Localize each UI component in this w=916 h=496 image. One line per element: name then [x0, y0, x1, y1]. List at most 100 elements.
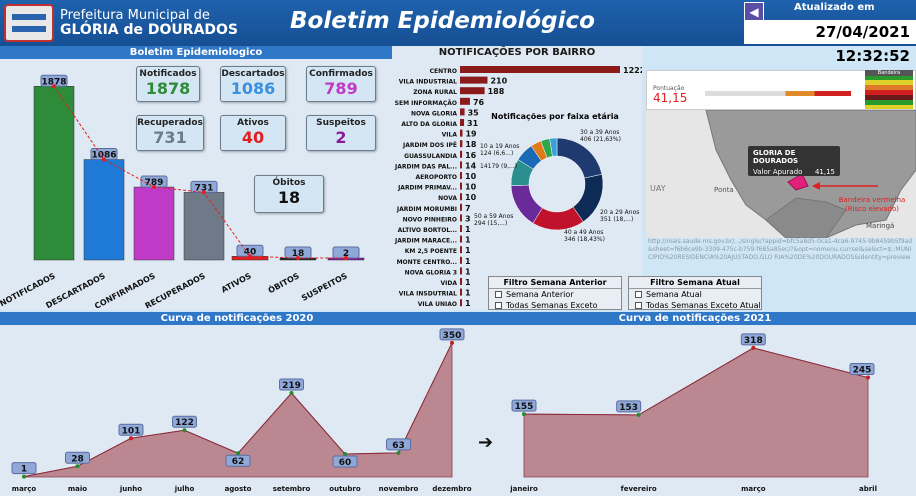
- bairro-label: NOVA GLORIA 3: [405, 269, 457, 276]
- card-notificados: Notificados 1878: [136, 66, 200, 102]
- filter-semana-atual: Filtro Semana Atual Semana Atual Todas S…: [628, 276, 762, 310]
- data-label-bg: [616, 400, 642, 413]
- area-fill: [523, 347, 869, 478]
- data-label-bg: [65, 451, 90, 464]
- filter-option[interactable]: Semana Atual: [629, 289, 761, 300]
- filter-semana-anterior: Filtro Semana Anterior Semana Anterior T…: [488, 276, 622, 321]
- trend-point: [202, 190, 206, 195]
- checkbox-icon[interactable]: [635, 291, 642, 298]
- donut-slice: [556, 137, 603, 179]
- bairro-label: KM 2,5 POENTE: [405, 248, 457, 255]
- month-label: agosto: [225, 485, 252, 493]
- bairro-label: VILA: [442, 132, 458, 139]
- month-label: fevereiro: [621, 485, 657, 493]
- bar: [33, 86, 75, 261]
- score-value: 41,15: [653, 91, 688, 105]
- curve-2020-chart: 1 março 28 maio 101 junho 122 julho 62 agosto 219 s…: [11, 328, 472, 493]
- refresh-icon[interactable]: ◀: [744, 2, 764, 22]
- donut-label: 20 a 29 Anos: [600, 209, 639, 216]
- data-label: 60: [339, 458, 352, 468]
- bairro-value: 31: [467, 119, 479, 128]
- checkbox-icon[interactable]: [635, 302, 642, 309]
- card-label: Descartados: [221, 69, 285, 79]
- donut-title: Notificações por faixa etária: [491, 112, 619, 121]
- data-label: 318: [744, 336, 763, 346]
- curve-2021-title: Curva de notificações 2021: [474, 312, 916, 325]
- data-label-bg: [172, 415, 197, 428]
- data-label-bg: [332, 455, 358, 468]
- card-label: Confirmados: [309, 69, 373, 79]
- bairro-value: 1: [465, 236, 471, 245]
- boletim-bar-chart: 1878NOTIFICADOS1086DESCARTADOS789CONFIRM…: [0, 74, 365, 310]
- city-logo: [4, 4, 54, 42]
- bairro-bar: [460, 119, 465, 126]
- bar: [183, 192, 225, 261]
- bairro-value: 76: [473, 98, 485, 107]
- filter-title: Filtro Semana Atual: [629, 277, 761, 289]
- bairro-value: 10: [465, 183, 477, 192]
- area-point: [343, 452, 347, 456]
- bairro-bar: [460, 214, 462, 222]
- bairro-value: 19: [465, 130, 477, 139]
- filter-option-label: Semana Anterior: [506, 290, 574, 299]
- curve-2020-title: Curva de notificações 2020: [0, 312, 474, 325]
- trend-point: [102, 157, 106, 162]
- bairro-label: VIDA: [441, 280, 458, 287]
- checkbox-icon[interactable]: [495, 302, 502, 309]
- data-label: 153: [619, 403, 638, 413]
- map-header-strip: Pontuação 41,15 Bandeira: [646, 70, 916, 110]
- data-label: 18: [292, 249, 305, 259]
- bairro-label: ALTIVO BORTOL...: [398, 227, 457, 234]
- risk-scale-bar: [705, 91, 851, 96]
- annotation-line2: (Risco elevado): [845, 205, 899, 213]
- bairro-value: 1: [465, 299, 471, 308]
- bairro-value: 16: [465, 151, 477, 160]
- data-label: 101: [122, 426, 141, 436]
- bairro-value: 188: [488, 87, 505, 96]
- bar: [83, 159, 125, 261]
- data-label: 2: [343, 249, 349, 259]
- filter-option-label: Todas Semanas Exceto Atual: [646, 301, 761, 310]
- bairro-bar: [460, 87, 485, 95]
- trend-point: [52, 84, 56, 89]
- area-point: [866, 375, 870, 380]
- bairro-label: JARDIM DAS PAL...: [394, 163, 457, 170]
- tooltip-title: GLORIA DE DOURADOS: [753, 149, 799, 165]
- filter-option[interactable]: Semana Anterior: [489, 289, 621, 300]
- place-ponta: Ponta: [714, 186, 734, 194]
- bairro-value: 1: [465, 246, 471, 255]
- bairro-label: SEM INFORMAÇÃO: [395, 100, 457, 107]
- data-label: 1086: [91, 151, 116, 161]
- bairro-bar: [460, 278, 462, 285]
- bairro-bar: [460, 182, 462, 190]
- data-label-bg: [11, 462, 37, 475]
- bairro-value: 1222: [623, 66, 642, 75]
- category-label: ATIVOS: [220, 271, 253, 294]
- filter-option[interactable]: Todas Semanas Exceto Atual: [629, 300, 761, 311]
- data-label-bg: [439, 328, 465, 341]
- bairro-bar: [460, 161, 462, 169]
- bairro-label: NOVA GLORIA: [411, 110, 457, 117]
- data-label-bg: [225, 454, 251, 467]
- donut-label: 406 (21,63%): [580, 136, 621, 143]
- bairro-bar: [460, 66, 620, 73]
- donut-label: 50 a 59 Anos: [474, 213, 513, 220]
- bairro-bar: [460, 140, 463, 148]
- card-obitos: Óbitos 18: [254, 175, 324, 213]
- bairro-label: JARDIM DOS IPÊ: [402, 141, 457, 149]
- data-label: 40: [244, 247, 257, 257]
- data-label-bg: [279, 378, 304, 391]
- month-label: março: [12, 485, 37, 493]
- bairro-value: 1: [465, 225, 471, 234]
- source-url[interactable]: http://mais.saude.ms.gov.br/.../single/?…: [648, 238, 913, 261]
- bairro-value: 1: [465, 257, 471, 266]
- bairro-bar: [460, 108, 465, 116]
- data-label: 789: [145, 178, 164, 188]
- data-label: 63: [392, 441, 405, 451]
- bairro-bar: [460, 225, 462, 232]
- checkbox-icon[interactable]: [495, 291, 502, 298]
- card-value: 1086: [230, 79, 276, 98]
- data-label: 62: [232, 457, 245, 467]
- bairro-bar: [460, 172, 462, 179]
- area-point: [289, 391, 294, 396]
